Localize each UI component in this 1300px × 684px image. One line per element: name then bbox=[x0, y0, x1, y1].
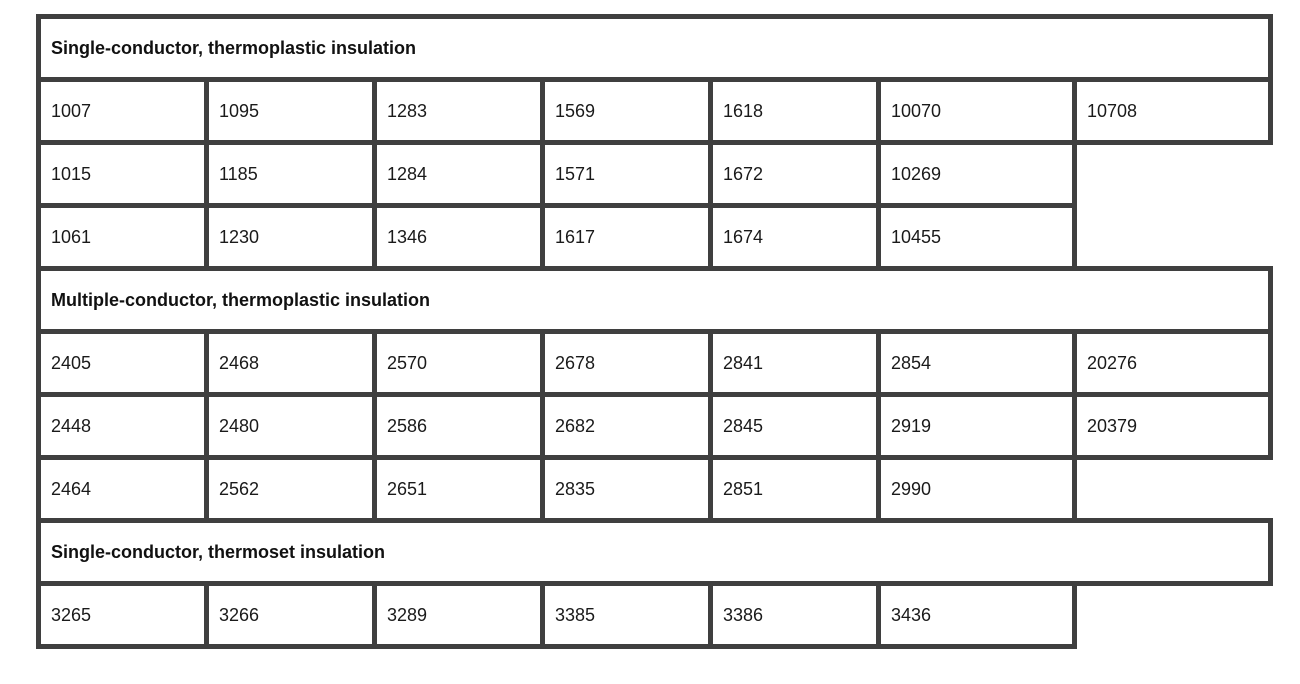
value-cell: 2851 bbox=[708, 455, 881, 523]
value-cell: 1007 bbox=[36, 77, 209, 145]
value-cell: 3289 bbox=[372, 581, 545, 649]
table-row: 2464 2562 2651 2835 2851 2990 bbox=[36, 455, 1271, 523]
value-cell: 1672 bbox=[708, 140, 881, 208]
value-cell: 2990 bbox=[876, 455, 1077, 523]
value-cell: 1284 bbox=[372, 140, 545, 208]
section-header: Multiple-conductor, thermoplastic insula… bbox=[36, 266, 1273, 334]
value-cell: 2651 bbox=[372, 455, 545, 523]
value-cell: 1346 bbox=[372, 203, 545, 271]
value-cell: 1283 bbox=[372, 77, 545, 145]
section-header-row: Single-conductor, thermoplastic insulati… bbox=[36, 14, 1273, 82]
value-cell: 3265 bbox=[36, 581, 209, 649]
value-cell: 1185 bbox=[204, 140, 377, 208]
empty-cell bbox=[1075, 584, 1271, 647]
value-cell: 1095 bbox=[204, 77, 377, 145]
section-header-row: Single-conductor, thermoset insulation bbox=[36, 518, 1273, 586]
value-cell: 20379 bbox=[1072, 392, 1273, 460]
value-cell: 2678 bbox=[540, 329, 713, 397]
value-cell: 1230 bbox=[204, 203, 377, 271]
value-cell: 2845 bbox=[708, 392, 881, 460]
table-row: 1015 1185 1284 1571 1672 10269 bbox=[36, 140, 1271, 208]
value-cell: 2480 bbox=[204, 392, 377, 460]
value-cell: 10455 bbox=[876, 203, 1077, 271]
value-cell: 2464 bbox=[36, 455, 209, 523]
table-row: 2448 2480 2586 2682 2845 2919 20379 bbox=[36, 392, 1273, 460]
value-cell: 1571 bbox=[540, 140, 713, 208]
value-cell: 2468 bbox=[204, 329, 377, 397]
value-cell: 2448 bbox=[36, 392, 209, 460]
value-cell: 1015 bbox=[36, 140, 209, 208]
section-header: Single-conductor, thermoset insulation bbox=[36, 518, 1273, 586]
value-cell: 3386 bbox=[708, 581, 881, 649]
value-cell: 1061 bbox=[36, 203, 209, 271]
value-cell: 1674 bbox=[708, 203, 881, 271]
value-cell: 2841 bbox=[708, 329, 881, 397]
value-cell: 1569 bbox=[540, 77, 713, 145]
value-cell: 10708 bbox=[1072, 77, 1273, 145]
value-cell: 20276 bbox=[1072, 329, 1273, 397]
table-row: 1061 1230 1346 1617 1674 10455 bbox=[36, 203, 1271, 271]
value-cell: 2682 bbox=[540, 392, 713, 460]
value-cell: 10269 bbox=[876, 140, 1077, 208]
value-cell: 2835 bbox=[540, 455, 713, 523]
value-cell: 3266 bbox=[204, 581, 377, 649]
value-cell: 2562 bbox=[204, 455, 377, 523]
value-cell: 2405 bbox=[36, 329, 209, 397]
value-cell: 2586 bbox=[372, 392, 545, 460]
section-header: Single-conductor, thermoplastic insulati… bbox=[36, 14, 1273, 82]
value-cell: 3436 bbox=[876, 581, 1077, 649]
table-row: 3265 3266 3289 3385 3386 3436 bbox=[36, 581, 1271, 649]
wire-style-number-table: Single-conductor, thermoplastic insulati… bbox=[36, 14, 1273, 649]
value-cell: 3385 bbox=[540, 581, 713, 649]
value-cell: 1618 bbox=[708, 77, 881, 145]
section-header-row: Multiple-conductor, thermoplastic insula… bbox=[36, 266, 1273, 334]
value-cell: 2919 bbox=[876, 392, 1077, 460]
empty-cell bbox=[1075, 206, 1271, 269]
table-row: 1007 1095 1283 1569 1618 10070 10708 bbox=[36, 77, 1273, 145]
value-cell: 2854 bbox=[876, 329, 1077, 397]
value-cell: 10070 bbox=[876, 77, 1077, 145]
value-cell: 1617 bbox=[540, 203, 713, 271]
table-row: 2405 2468 2570 2678 2841 2854 20276 bbox=[36, 329, 1273, 397]
empty-cell bbox=[1075, 143, 1271, 206]
value-cell: 2570 bbox=[372, 329, 545, 397]
empty-cell bbox=[1075, 458, 1271, 521]
